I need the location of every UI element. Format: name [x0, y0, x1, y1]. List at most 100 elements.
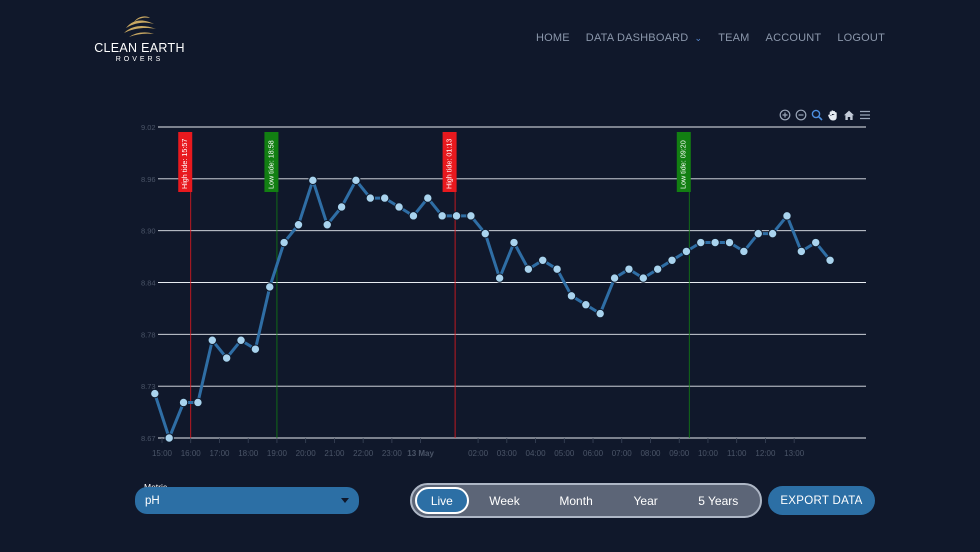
data-point — [638, 273, 649, 283]
x-tick-label: 09:00 — [669, 449, 690, 458]
data-point — [753, 228, 763, 239]
data-point — [825, 255, 835, 265]
y-tick-label: 8.90 — [141, 227, 156, 236]
zoom-out-icon[interactable] — [794, 108, 807, 121]
x-tick-label: 16:00 — [181, 449, 202, 458]
dropdown-arrow-icon — [341, 498, 349, 503]
x-tick-label: 03:00 — [497, 449, 518, 458]
data-point — [811, 237, 821, 248]
metric-select[interactable]: pH — [135, 487, 359, 514]
top-nav: HOME DATA DASHBOARD ⌄ TEAM ACCOUNT LOGOUT — [536, 32, 885, 44]
data-point — [566, 291, 577, 301]
tide-label-box — [676, 132, 691, 192]
series-line — [153, 178, 832, 440]
y-tick-label: 8.96 — [141, 175, 156, 184]
x-tick-label: 06:00 — [583, 449, 604, 458]
series-ph — [150, 175, 835, 443]
pan-hand-icon[interactable] — [826, 108, 839, 121]
zoom-in-icon[interactable] — [778, 108, 791, 121]
brand-logo[interactable]: CLEAN EARTH ROVERS — [92, 12, 187, 63]
data-point — [466, 211, 476, 221]
data-point — [293, 220, 304, 230]
x-tick-label: 23:00 — [382, 449, 403, 458]
nav-team[interactable]: TEAM — [718, 32, 750, 44]
tide-label: Low tide: 18:58 — [266, 140, 275, 189]
nav-data-dashboard-label: DATA DASHBOARD — [585, 32, 689, 44]
x-tick-label: 08:00 — [640, 449, 661, 458]
data-point — [480, 228, 490, 239]
data-point — [308, 175, 318, 186]
nav-data-dashboard[interactable]: DATA DASHBOARD ⌄ — [586, 32, 702, 44]
tide-label-box — [264, 132, 279, 192]
y-tick-label: 8.84 — [141, 279, 156, 288]
data-point — [609, 273, 620, 283]
period-toggle-group: Live Week Month Year 5 Years — [410, 483, 762, 518]
period-month-button[interactable]: Month — [559, 493, 593, 508]
data-point — [265, 282, 275, 292]
data-point — [394, 202, 404, 212]
x-tick-label: 05:00 — [554, 449, 575, 458]
data-point — [667, 255, 677, 265]
x-tick-label: 13 May — [407, 449, 434, 458]
tide-label: Low tide: 09:20 — [679, 140, 688, 189]
nav-account[interactable]: ACCOUNT — [765, 32, 822, 44]
wave-logo-icon — [123, 16, 156, 37]
data-point — [796, 246, 807, 257]
data-point — [782, 211, 792, 221]
data-point — [207, 335, 217, 345]
chart-toolbar — [778, 108, 871, 121]
brand-subtitle: ROVERS — [115, 56, 164, 63]
data-point — [236, 335, 246, 345]
menu-icon[interactable] — [858, 108, 871, 121]
x-tick-label: 19:00 — [267, 449, 288, 458]
period-year-button[interactable]: Year — [633, 493, 658, 508]
y-tick-label: 8.67 — [141, 434, 156, 443]
nav-home[interactable]: HOME — [535, 32, 570, 44]
reset-home-icon[interactable] — [842, 108, 855, 121]
x-tick-label: 02:00 — [468, 449, 489, 458]
chart-axes: 8.67 8.73 8.78 8.84 8.90 8.96 9.02 15:00 16:00 17… — [141, 123, 805, 458]
x-tick-label: 13:00 — [784, 449, 805, 458]
data-point — [494, 273, 505, 283]
brand-name: CLEAN EARTH — [94, 41, 185, 55]
x-tick-label: 07:00 — [612, 449, 633, 458]
data-point — [437, 211, 447, 221]
data-point — [423, 193, 433, 203]
data-point — [624, 264, 634, 274]
tide-label: High tide: 01:13 — [445, 139, 454, 189]
export-data-button[interactable]: EXPORT DATA — [768, 486, 875, 515]
zoom-select-icon[interactable] — [810, 108, 823, 121]
x-tick-label: 10:00 — [698, 449, 719, 458]
data-point — [739, 246, 749, 257]
data-point — [193, 397, 203, 408]
x-tick-label: 20:00 — [296, 449, 317, 458]
data-point — [336, 202, 347, 212]
nav-logout[interactable]: LOGOUT — [837, 32, 885, 44]
x-tick-label: 04:00 — [526, 449, 547, 458]
data-point — [351, 175, 361, 186]
data-point — [408, 211, 419, 221]
data-point — [509, 237, 519, 248]
data-point — [581, 300, 591, 310]
y-tick-label: 8.73 — [141, 382, 156, 391]
x-tick-label: 11:00 — [727, 449, 747, 458]
data-point — [767, 228, 778, 239]
data-point — [365, 193, 376, 203]
tide-label: High tide: 15:57 — [180, 139, 189, 189]
data-point — [164, 433, 174, 443]
y-tick-label: 9.02 — [141, 123, 156, 132]
data-point — [178, 397, 189, 408]
data-point — [724, 237, 735, 248]
period-5-years-button[interactable]: 5 Years — [698, 493, 739, 508]
data-point — [250, 344, 261, 354]
tide-annotations: High tide: 15:57 Low tide: 18:58 High tide… — [178, 132, 691, 438]
data-point — [150, 388, 160, 399]
period-week-button[interactable]: Week — [489, 493, 520, 508]
period-live-button[interactable]: Live — [415, 487, 469, 514]
data-point — [523, 264, 534, 274]
data-point — [379, 193, 390, 203]
tide-label-box — [442, 132, 457, 192]
data-point — [451, 211, 462, 221]
x-tick-label: 17:00 — [209, 449, 230, 458]
